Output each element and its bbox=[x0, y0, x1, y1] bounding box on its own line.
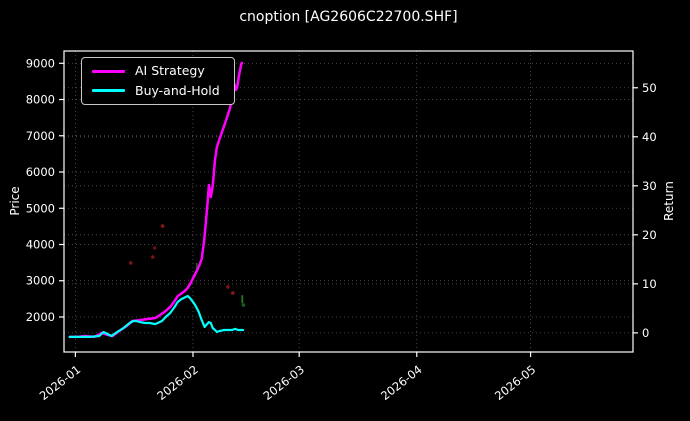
y-tick-label-price: 3000 bbox=[26, 274, 55, 288]
x-tick-label: 2026-04 bbox=[378, 362, 424, 403]
y-axis-label-return: Return bbox=[662, 181, 676, 221]
x-tick-label: 2026-05 bbox=[492, 362, 538, 403]
y-tick-label-return: 40 bbox=[642, 130, 657, 144]
legend-item-buy-and-hold: Buy-and-Hold bbox=[92, 82, 220, 98]
y-tick-label-price: 9000 bbox=[26, 56, 55, 70]
legend-label-buy-and-hold: Buy-and-Hold bbox=[135, 82, 220, 98]
series-line-buy-and-hold bbox=[68, 294, 245, 338]
y-axis-label-price: Price bbox=[8, 186, 22, 216]
trade-marker-dash bbox=[195, 262, 198, 271]
y-tick-label-price: 6000 bbox=[26, 165, 55, 179]
chart-title: cnoption [AG2606C22700.SHF] bbox=[239, 9, 458, 25]
trade-marker-dot bbox=[231, 291, 235, 295]
trade-marker-dot bbox=[150, 255, 155, 259]
y-tick-label-return: 30 bbox=[642, 179, 657, 193]
x-tick-label: 2026-02 bbox=[154, 362, 200, 403]
legend-line-swatch-magenta bbox=[92, 69, 125, 73]
legend: AI Strategy Buy-and-Hold bbox=[81, 57, 235, 105]
y-tick-label-price: 8000 bbox=[26, 93, 55, 107]
y-tick-label-return: 50 bbox=[642, 81, 657, 95]
y-tick-label-price: 4000 bbox=[26, 238, 55, 252]
trade-marker-dot bbox=[160, 224, 165, 228]
legend-item-ai-strategy: AI Strategy bbox=[92, 63, 220, 78]
y-tick-label-price: 5000 bbox=[26, 201, 55, 215]
y-tick-label-return: 20 bbox=[642, 228, 657, 242]
x-tick-label: 2026-01 bbox=[37, 362, 83, 403]
y-tick-label-return: 10 bbox=[642, 277, 657, 291]
legend-label-ai-strategy: AI Strategy bbox=[135, 63, 205, 78]
trade-marker-dot bbox=[241, 303, 246, 307]
legend-line-swatch-cyan bbox=[92, 89, 125, 93]
y-tick-label-return: 0 bbox=[642, 326, 649, 340]
y-tick-label-price: 2000 bbox=[26, 310, 55, 324]
trade-marker-dot bbox=[128, 261, 133, 265]
axes-spines bbox=[63, 50, 634, 353]
y-tick-label-price: 7000 bbox=[26, 129, 55, 143]
trade-marker-dot bbox=[226, 285, 230, 289]
trade-marker-dash bbox=[241, 295, 244, 304]
x-tick-label: 2026-03 bbox=[261, 362, 307, 403]
trade-marker-dot bbox=[152, 246, 157, 250]
